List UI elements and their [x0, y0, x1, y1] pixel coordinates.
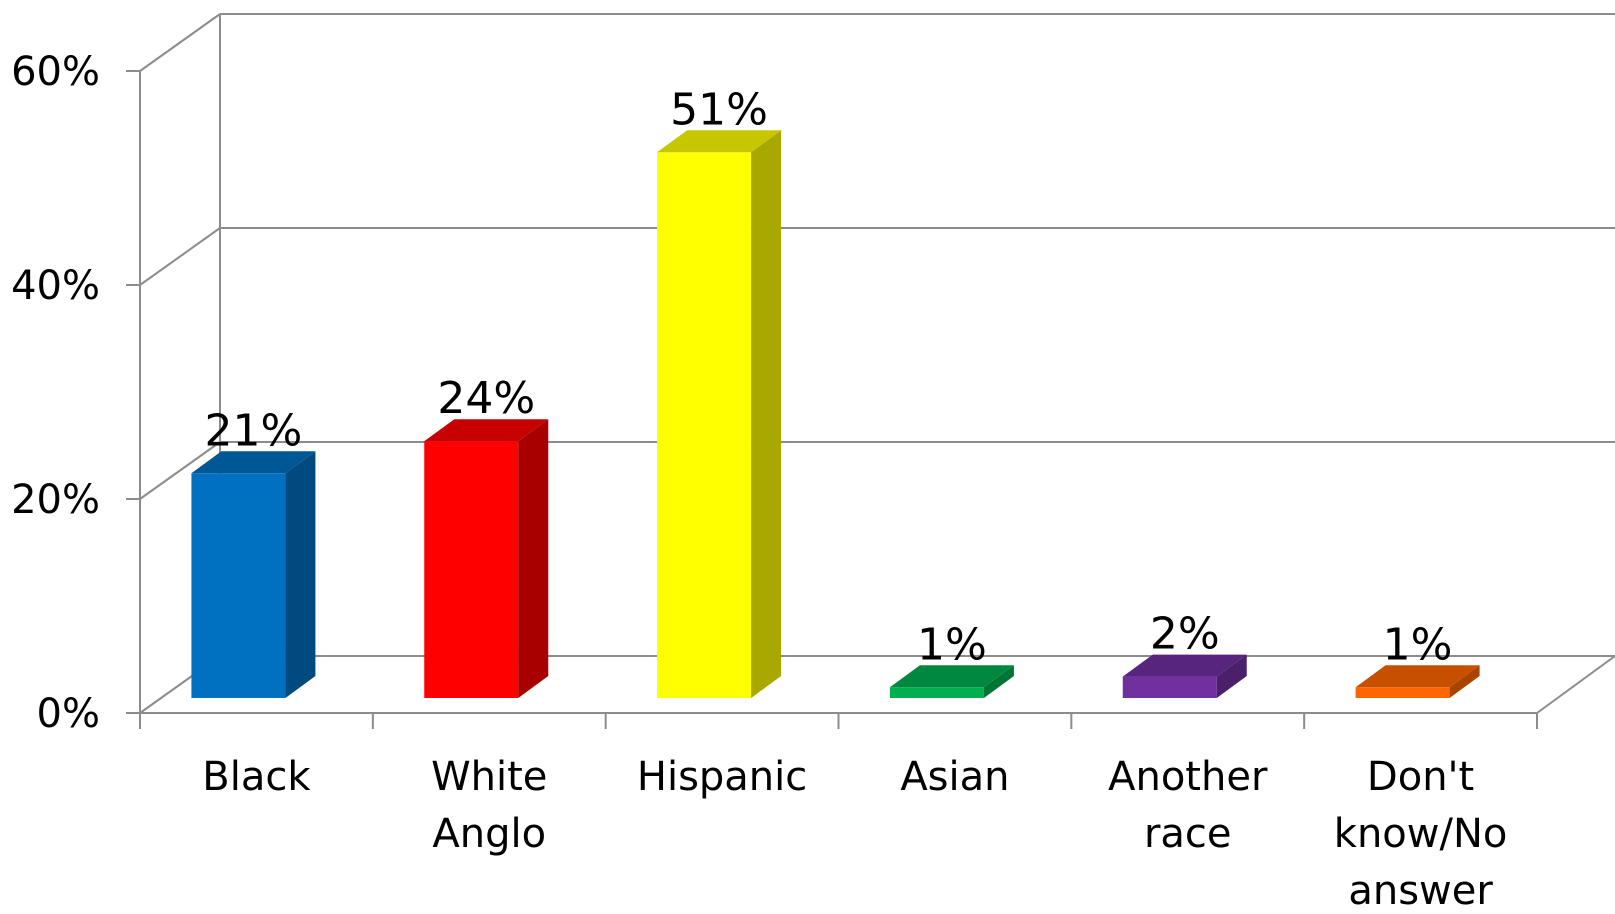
- chart-bars: [191, 130, 1480, 699]
- chart-labels: 0% 20% 40% 60% 21% Black 24% White Anglo 51% Hispa…: [11, 49, 1507, 914]
- category-label-line: know/No: [1334, 811, 1508, 857]
- data-label: 51%: [670, 84, 768, 135]
- category-label: White Anglo: [431, 754, 547, 857]
- bar-side: [751, 130, 782, 699]
- data-label: 1%: [917, 619, 987, 670]
- bar-top: [424, 419, 549, 442]
- bar-top: [657, 130, 782, 153]
- category-label-line: answer: [1348, 868, 1493, 914]
- category-label: Asian: [900, 754, 1009, 800]
- bar-top: [1355, 665, 1480, 688]
- bar: [889, 665, 1014, 698]
- bar: [1122, 654, 1247, 698]
- category-label-line: Another: [1108, 754, 1268, 800]
- bar: [1355, 665, 1480, 698]
- y-tick-label: 40%: [11, 263, 100, 309]
- y-tick-label: 0%: [37, 691, 100, 737]
- category-label-line: Hispanic: [637, 754, 807, 800]
- bar-front: [657, 152, 752, 699]
- bar-top: [889, 665, 1014, 688]
- bar-front: [1122, 676, 1217, 698]
- data-label: 24%: [437, 373, 535, 424]
- bar-front: [889, 687, 984, 698]
- gridline-depth: [139, 13, 221, 72]
- category-label: Another race: [1108, 754, 1268, 857]
- data-label: 2%: [1150, 609, 1220, 660]
- bar-front: [191, 473, 286, 698]
- category-label-line: White: [431, 754, 547, 800]
- y-tick-label: 60%: [11, 49, 100, 95]
- category-label-line: Don't: [1367, 754, 1474, 800]
- bar-side: [518, 419, 549, 698]
- category-label: Black: [202, 754, 311, 800]
- category-label-line: Anglo: [432, 811, 546, 857]
- data-label: 1%: [1383, 619, 1453, 670]
- bar-side: [983, 665, 1014, 698]
- bar-side: [1449, 665, 1480, 698]
- category-label-line: race: [1144, 811, 1232, 857]
- bar: [657, 130, 782, 699]
- gridline-depth: [139, 441, 221, 500]
- bar-front: [1355, 687, 1450, 698]
- bar-side: [285, 451, 316, 698]
- category-label-line: Asian: [900, 754, 1009, 800]
- gridline-depth: [139, 227, 221, 286]
- bar-top: [191, 451, 316, 474]
- bar-side: [1216, 654, 1247, 698]
- bar: [191, 451, 316, 698]
- data-label: 21%: [205, 405, 303, 456]
- y-tick-label: 20%: [11, 477, 100, 523]
- category-label: Hispanic: [637, 754, 807, 800]
- floor-right-edge: [1536, 655, 1615, 714]
- bar: [424, 419, 549, 698]
- bar-front: [424, 441, 519, 698]
- category-label: Don't know/No answer: [1334, 754, 1508, 914]
- category-label-line: Black: [202, 754, 311, 800]
- bar-top: [1122, 654, 1247, 677]
